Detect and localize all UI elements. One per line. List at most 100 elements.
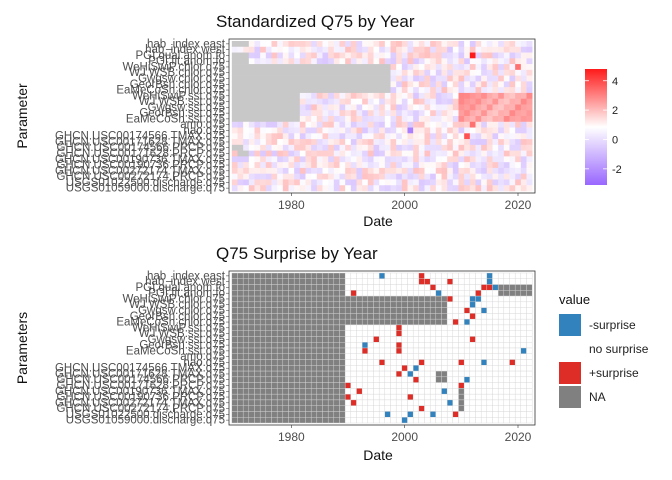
surprise-cell <box>254 382 261 389</box>
heatmap-cell <box>282 58 289 65</box>
heatmap-cell <box>248 179 255 186</box>
surprise-cell <box>248 347 255 354</box>
heatmap-cell <box>328 179 335 186</box>
heatmap-cell <box>401 41 408 48</box>
surprise-cell <box>305 399 312 406</box>
heatmap-cell <box>379 64 386 71</box>
surprise-cell <box>367 399 374 406</box>
surprise-cell <box>429 388 437 395</box>
heatmap-cell <box>469 110 476 117</box>
heatmap-cell <box>299 41 306 48</box>
surprise-cell <box>424 318 431 326</box>
surprise-cell <box>429 376 437 383</box>
heatmap-cell <box>271 116 278 123</box>
heatmap-cell <box>282 133 289 140</box>
heatmap-cell <box>265 127 272 134</box>
heatmap-cell <box>277 87 284 94</box>
heatmap-cell <box>271 185 278 192</box>
surprise-cell <box>265 284 272 291</box>
y-tick-label: PGI.qual.anom.fo <box>136 282 226 294</box>
surprise-cell <box>429 278 437 285</box>
heatmap-cell <box>413 58 420 65</box>
surprise-cell <box>316 307 323 314</box>
heatmap-cell <box>475 92 482 99</box>
heatmap-cell <box>441 98 448 105</box>
heatmap-cell <box>390 81 397 88</box>
surprise-cell <box>288 342 295 349</box>
surprise-cell <box>429 336 437 343</box>
surprise-cell <box>424 342 431 349</box>
heatmap-cell <box>254 156 261 163</box>
heatmap-cell <box>265 46 272 53</box>
heatmap-cell <box>407 167 414 174</box>
heatmap-cell <box>447 173 454 180</box>
surprise-cell <box>248 313 255 320</box>
surprise-cell <box>293 290 301 297</box>
surprise-cell <box>322 295 329 303</box>
heatmap-cell <box>316 58 323 65</box>
surprise-cell <box>390 301 397 308</box>
heatmap-cell <box>333 110 340 117</box>
heatmap-cell <box>509 116 516 123</box>
heatmap-cell <box>441 92 448 99</box>
heatmap-cell <box>492 116 499 123</box>
heatmap-cell <box>243 121 250 128</box>
heatmap-cell <box>475 75 482 82</box>
surprise-cell <box>305 318 312 326</box>
heatmap-cell <box>498 98 505 105</box>
y-tick-label: GHCN.USC00272174.TMAX.q75 <box>55 165 225 177</box>
legend-label: +surprise <box>589 366 639 380</box>
heatmap-cell <box>339 58 346 65</box>
heatmap-cell <box>316 185 323 192</box>
surprise-cell <box>231 307 238 314</box>
heatmap-cell <box>384 116 391 123</box>
surprise-cell <box>418 290 425 297</box>
surprise-cell <box>350 301 357 308</box>
heatmap-cell <box>458 98 465 105</box>
heatmap-cell <box>362 133 369 140</box>
surprise-cell <box>520 370 527 378</box>
heatmap-cell <box>305 52 312 59</box>
heatmap-cell <box>243 133 250 140</box>
surprise-cell <box>401 307 408 314</box>
surprise-cell <box>412 388 420 395</box>
heatmap-cell <box>367 179 374 186</box>
surprise-cell <box>378 411 386 418</box>
surprise-cell <box>288 365 295 372</box>
heatmap-cell <box>350 58 357 65</box>
heatmap-cell <box>322 127 329 134</box>
heatmap-cell <box>452 64 459 71</box>
heatmap-cell <box>282 156 289 163</box>
heatmap-cell <box>492 173 499 180</box>
heatmap-cell <box>294 81 301 88</box>
heatmap-cell <box>260 139 267 146</box>
surprise-cell <box>424 388 431 395</box>
heatmap-cell <box>430 41 437 48</box>
heatmap-cell <box>452 104 459 111</box>
heatmap-cell <box>271 156 278 163</box>
heatmap-cell <box>237 121 244 128</box>
surprise-cell <box>458 411 465 418</box>
heatmap-cell <box>413 179 420 186</box>
heatmap-cell <box>322 121 329 128</box>
surprise-cell <box>384 295 391 303</box>
surprise-cell <box>367 411 374 418</box>
surprise-cell <box>299 376 306 383</box>
surprise-cell <box>378 313 386 320</box>
surprise-cell <box>390 324 397 331</box>
surprise-cell <box>339 393 346 401</box>
heatmap-cell <box>492 144 499 151</box>
surprise-cell <box>480 382 488 389</box>
surprise-cell <box>458 399 465 406</box>
surprise-cell <box>486 336 493 343</box>
surprise-cell <box>497 290 505 297</box>
surprise-cell <box>310 359 318 366</box>
heatmap-cell <box>401 139 408 146</box>
heatmap-cell <box>396 127 403 134</box>
heatmap-cell <box>328 133 335 140</box>
surprise-cell <box>401 353 408 360</box>
surprise-cell <box>520 353 527 360</box>
surprise-cell <box>305 353 312 360</box>
surprise-cell <box>503 318 510 326</box>
surprise-cell <box>458 278 465 285</box>
